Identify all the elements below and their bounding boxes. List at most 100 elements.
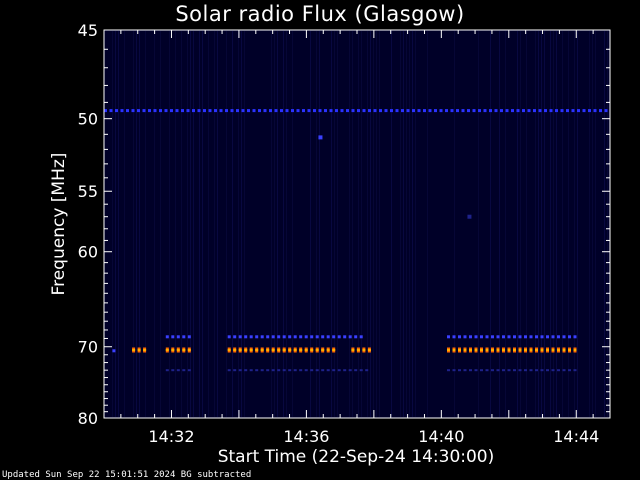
emission-segment (277, 335, 281, 339)
emission-segment (423, 109, 426, 113)
emission-segment (293, 335, 297, 339)
y-tick-label: 80 (78, 409, 98, 428)
emission-segment (241, 109, 245, 113)
noise-stripe (505, 31, 506, 417)
burst-core (362, 349, 366, 351)
noise-stripe (577, 31, 578, 417)
emission-segment (365, 369, 369, 372)
noise-stripe (358, 31, 359, 417)
noise-stripe (226, 31, 227, 417)
noise-stripe (334, 31, 335, 417)
emission-segment (535, 335, 538, 339)
emission-segment (260, 335, 264, 339)
emission-segment (551, 335, 555, 339)
burst-core (238, 349, 242, 351)
emission-segment (244, 335, 248, 339)
noise-stripe (535, 31, 536, 417)
x-tick-label: 14:32 (148, 427, 194, 446)
y-tick-label: 70 (78, 338, 98, 357)
emission-segment (483, 109, 487, 113)
emission-segment (227, 335, 231, 339)
burst-core (187, 349, 191, 351)
emission-segment (496, 369, 500, 372)
emission-segment (562, 335, 566, 339)
burst-core (165, 349, 169, 351)
burst-core (143, 349, 147, 351)
noise-stripe (376, 31, 377, 417)
emission-segment (282, 335, 286, 339)
emission-segment (186, 109, 190, 113)
noise-stripe (133, 31, 134, 417)
emission-segment (318, 109, 322, 113)
emission-segment (277, 369, 281, 372)
emission-segment (557, 369, 560, 372)
emission-segment (480, 369, 483, 372)
emission-segment (351, 109, 355, 113)
emission-segment (315, 335, 319, 339)
emission-segment (489, 109, 492, 113)
emission-segment (502, 335, 505, 339)
emission-segment (153, 109, 157, 113)
noise-stripe (187, 31, 188, 417)
emission-segment (187, 335, 191, 339)
x-tick-label: 14:40 (418, 427, 464, 446)
emission-segment (214, 109, 217, 113)
noise-stripe (406, 31, 407, 417)
burst-core (266, 349, 270, 351)
emission-segment (260, 369, 264, 372)
noise-stripe (556, 31, 557, 417)
noise-stripe (193, 31, 194, 417)
emission-segment (379, 109, 382, 113)
burst-core (524, 349, 527, 351)
emission-segment (540, 335, 544, 339)
burst-core (496, 349, 500, 351)
emission-segment (335, 109, 338, 113)
emission-segment (507, 335, 511, 339)
burst-core (518, 349, 522, 351)
emission-segment (593, 109, 597, 113)
emission-segment (258, 109, 261, 113)
noise-stripe (181, 31, 182, 417)
noise-stripe (319, 31, 320, 417)
emission-segment (313, 109, 316, 113)
burst-core (458, 349, 461, 351)
emission-segment (310, 369, 314, 372)
emission-segment (337, 369, 341, 372)
x-tick-label: 14:36 (283, 427, 329, 446)
burst-core (513, 349, 516, 351)
emission-segment (485, 335, 489, 339)
burst-core (551, 349, 555, 351)
emission-segment (269, 109, 272, 113)
burst-core (315, 349, 319, 351)
noise-stripe (391, 31, 392, 417)
emission-segment (271, 369, 275, 372)
emission-segment (142, 109, 146, 113)
emission-segment (203, 109, 206, 113)
emission-segment (304, 335, 308, 339)
emission-segment (175, 109, 179, 113)
noise-stripe (574, 31, 575, 417)
emission-segment (321, 369, 325, 372)
emission-segment (126, 109, 129, 113)
noise-stripe (232, 31, 233, 417)
noise-stripe (283, 31, 284, 417)
noise-stripe (499, 31, 500, 417)
emission-segment (249, 369, 253, 372)
emission-segment (588, 109, 591, 113)
emission-segment (315, 369, 319, 372)
emission-segment (332, 369, 336, 372)
burst-core (321, 349, 325, 351)
burst-core (535, 349, 538, 351)
noise-stripe (478, 31, 479, 417)
noise-stripe (541, 31, 542, 417)
emission-segment (456, 109, 459, 113)
emission-segment (219, 109, 223, 113)
burst-core (244, 349, 248, 351)
emission-segment (332, 335, 336, 339)
noise-stripe (277, 31, 278, 417)
emission-segment (566, 109, 569, 113)
noise-stripe (124, 31, 125, 417)
emission-segment (159, 109, 162, 113)
emission-segment (354, 369, 358, 372)
burst-core (332, 349, 336, 351)
